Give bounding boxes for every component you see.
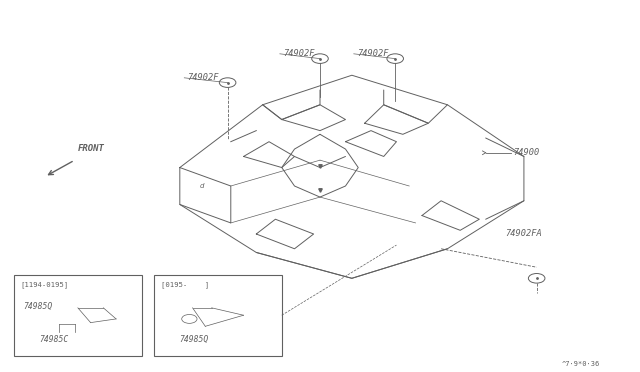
- Text: 74902F: 74902F: [283, 49, 314, 58]
- Bar: [154, 275, 282, 356]
- Bar: [14, 275, 141, 356]
- Text: FRONT: FRONT: [78, 144, 105, 153]
- Text: [0195-    ]: [0195- ]: [161, 281, 209, 288]
- Text: ^7·9*0·36: ^7·9*0·36: [562, 361, 600, 367]
- Text: 74902F: 74902F: [357, 49, 388, 58]
- Text: d: d: [200, 183, 204, 189]
- Text: 74900: 74900: [513, 148, 540, 157]
- Text: 74902FA: 74902FA: [505, 230, 541, 238]
- Text: [1194-0195]: [1194-0195]: [20, 281, 68, 288]
- Text: 74985Q: 74985Q: [180, 335, 209, 344]
- Text: 74902F: 74902F: [188, 73, 219, 82]
- Text: 74985C: 74985C: [40, 335, 69, 344]
- Text: 74985Q: 74985Q: [24, 301, 53, 311]
